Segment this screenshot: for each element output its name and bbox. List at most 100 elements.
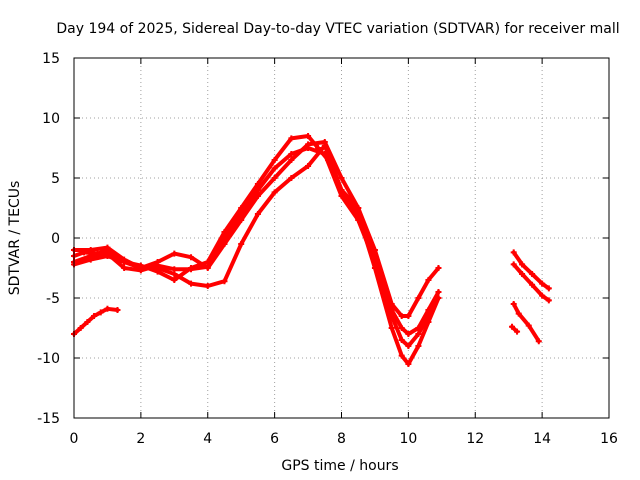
x-tick-label: 6 (270, 431, 279, 447)
y-axis-label: SDTVAR / TECUs (7, 181, 23, 296)
data-point (188, 254, 195, 261)
data-point (288, 135, 295, 142)
x-axis-label: GPS time / hours (281, 458, 398, 474)
chart-title: Day 194 of 2025, Sidereal Day-to-day VTE… (56, 21, 619, 37)
series-line (72, 143, 441, 366)
data-point (398, 337, 405, 343)
series-line (511, 302, 541, 344)
data-point (519, 271, 526, 277)
axis-ticks: 0 2 4 6 8 10 12 14 16 15 10 5 0 -5 -10 -15 (37, 51, 618, 447)
series-late-c (510, 301, 542, 345)
data-point (271, 175, 278, 181)
data-point (204, 265, 211, 271)
series-track-c (71, 139, 442, 349)
data-point (529, 281, 536, 288)
series-layer (71, 133, 552, 367)
data-point (271, 189, 278, 196)
y-tick-label: -10 (37, 351, 60, 367)
data-point (97, 309, 104, 316)
data-point (254, 187, 261, 193)
y-tick-label: 10 (42, 111, 60, 127)
data-point (137, 265, 144, 271)
data-point (104, 305, 111, 312)
data-point (188, 280, 195, 287)
data-point (509, 323, 516, 330)
data-point (545, 297, 552, 304)
data-point (288, 175, 295, 181)
data-point (515, 310, 522, 317)
data-point (238, 241, 245, 247)
data-point (388, 325, 395, 331)
data-point (415, 331, 422, 337)
x-tick-label: 14 (533, 431, 551, 447)
data-point (104, 244, 111, 251)
data-point (425, 319, 432, 325)
series-track-d (71, 142, 442, 367)
data-point (510, 249, 517, 256)
data-point (188, 266, 195, 273)
data-point (84, 319, 91, 325)
data-point (87, 256, 94, 263)
data-point (405, 361, 412, 367)
data-point (238, 217, 245, 223)
series-late-a (510, 249, 552, 292)
data-point (121, 259, 128, 265)
data-point (425, 277, 432, 283)
x-tick-label: 12 (466, 431, 484, 447)
data-point (254, 211, 261, 217)
data-point (154, 259, 161, 265)
series-late-d (509, 323, 521, 335)
data-point (271, 165, 278, 172)
data-point (539, 292, 546, 299)
data-point (221, 241, 228, 247)
data-point (338, 187, 345, 193)
y-tick-label: -15 (37, 411, 60, 427)
y-tick-label: 5 (51, 171, 60, 187)
series-line (72, 140, 441, 348)
data-point (398, 325, 405, 331)
data-point (114, 307, 121, 313)
data-point (271, 157, 278, 163)
data-point (288, 151, 295, 157)
grid (74, 58, 609, 418)
x-tick-label: 8 (337, 431, 346, 447)
data-point (525, 322, 532, 329)
data-point (529, 271, 536, 277)
data-point (510, 301, 517, 307)
data-point (338, 175, 345, 181)
data-point (91, 313, 98, 319)
data-point (305, 133, 312, 139)
data-point (171, 271, 178, 277)
data-point (415, 295, 422, 301)
data-point (355, 211, 362, 217)
series-early-low (71, 305, 121, 337)
y-tick-label: 0 (51, 231, 60, 247)
data-point (305, 141, 312, 148)
data-point (398, 352, 405, 359)
data-point (545, 285, 552, 292)
y-tick-label: 15 (42, 51, 60, 67)
data-point (154, 265, 161, 271)
data-point (535, 338, 542, 345)
data-point (514, 328, 521, 335)
series-late-b (510, 261, 552, 304)
data-point (435, 289, 442, 295)
data-point (321, 142, 328, 149)
x-tick-label: 16 (600, 431, 618, 447)
data-point (435, 265, 442, 271)
x-tick-label: 0 (70, 431, 79, 447)
data-point (87, 247, 94, 253)
data-point (104, 253, 111, 259)
x-tick-label: 10 (399, 431, 417, 447)
data-point (405, 331, 412, 337)
data-point (415, 343, 422, 349)
data-point (435, 295, 442, 301)
data-point (288, 157, 295, 163)
data-point (371, 265, 378, 271)
data-point (405, 313, 412, 319)
data-point (204, 283, 211, 289)
data-point (519, 261, 526, 268)
data-point (171, 250, 178, 257)
